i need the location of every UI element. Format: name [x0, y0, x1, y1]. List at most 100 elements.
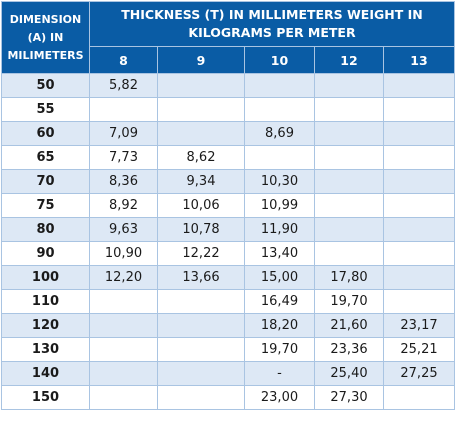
- dimension-header: DIMENSION (A) IN MILIMETERS: [1, 1, 90, 74]
- weight-cell: 10,99: [244, 193, 315, 218]
- table-body: 50 5,82 55 60 7,09 8,69 65 7,73 8,62 70 8,36 9,34 10…: [1, 73, 455, 410]
- dimension-cell: 120: [1, 313, 90, 338]
- thickness-header-row: 8 9 10 12 13: [2, 46, 455, 74]
- weight-cell: [383, 265, 455, 290]
- weight-cell: [383, 145, 455, 170]
- weight-cell: [383, 217, 455, 242]
- dimension-cell: 75: [1, 193, 90, 218]
- table-row: 55: [1, 97, 455, 122]
- weight-cell: 8,92: [89, 193, 158, 218]
- weight-cell: 23,00: [244, 385, 315, 410]
- weight-cell: [157, 313, 245, 338]
- weight-cell: 13,40: [244, 241, 315, 266]
- dimension-cell: 100: [1, 265, 90, 290]
- weight-cell: 8,36: [89, 169, 158, 194]
- weight-cell: [89, 313, 158, 338]
- dimension-cell: 130: [1, 337, 90, 362]
- weight-cell: 7,09: [89, 121, 158, 146]
- weight-cell: [157, 121, 245, 146]
- weight-cell: [157, 385, 245, 410]
- weight-cell: 27,25: [383, 361, 455, 386]
- dimension-cell: 70: [1, 169, 90, 194]
- weight-cell: 17,80: [314, 265, 384, 290]
- dimension-cell: 110: [1, 289, 90, 314]
- weight-cell: [383, 169, 455, 194]
- thickness-header: 12: [314, 46, 384, 74]
- weight-cell: [89, 385, 158, 410]
- weight-cell: 7,73: [89, 145, 158, 170]
- dimension-cell: 140: [1, 361, 90, 386]
- dimension-cell: 80: [1, 217, 90, 242]
- table-row: 60 7,09 8,69: [1, 121, 455, 146]
- table-row: 70 8,36 9,34 10,30: [1, 169, 455, 194]
- weight-cell: [244, 73, 315, 98]
- table-row: 150 23,00 27,30: [1, 385, 455, 410]
- weight-cell: 12,22: [157, 241, 245, 266]
- weight-cell: [314, 121, 384, 146]
- weight-cell: [383, 241, 455, 266]
- weight-cell: 27,30: [314, 385, 384, 410]
- table-row: 110 16,49 19,70: [1, 289, 455, 314]
- weight-cell: 21,60: [314, 313, 384, 338]
- weight-cell: [157, 97, 245, 122]
- weight-cell: [244, 145, 315, 170]
- weight-cell: 5,82: [89, 73, 158, 98]
- weight-cell: [89, 97, 158, 122]
- dimension-cell: 55: [1, 97, 90, 122]
- weight-cell: [383, 385, 455, 410]
- thickness-group-header: THICKNESS (T) IN MILLIMETERS WEIGHT IN K…: [89, 1, 455, 47]
- weight-cell: 12,20: [89, 265, 158, 290]
- weight-cell: [314, 169, 384, 194]
- weight-cell: [157, 361, 245, 386]
- weight-cell: 8,69: [244, 121, 315, 146]
- thickness-header: 13: [383, 46, 455, 74]
- weight-cell: [383, 73, 455, 98]
- weight-cell: [314, 145, 384, 170]
- weight-cell: [157, 337, 245, 362]
- weight-cell: 10,06: [157, 193, 245, 218]
- weight-cell: 10,78: [157, 217, 245, 242]
- weight-cell: [383, 289, 455, 314]
- weight-cell: 23,17: [383, 313, 455, 338]
- weight-cell: 13,66: [157, 265, 245, 290]
- weight-cell: [314, 241, 384, 266]
- weight-cell: 19,70: [314, 289, 384, 314]
- weight-cell: 18,20: [244, 313, 315, 338]
- weight-cell: [89, 337, 158, 362]
- weight-cell: 16,49: [244, 289, 315, 314]
- thickness-header: 10: [244, 46, 315, 74]
- table-row: 100 12,20 13,66 15,00 17,80: [1, 265, 455, 290]
- table-row: 75 8,92 10,06 10,99: [1, 193, 455, 218]
- weight-cell: [157, 289, 245, 314]
- table-row: 90 10,90 12,22 13,40: [1, 241, 455, 266]
- table-header-row: DIMENSION (A) IN MILIMETERS THICKNESS (T…: [1, 1, 455, 74]
- dimension-cell: 60: [1, 121, 90, 146]
- weight-cell: -: [244, 361, 315, 386]
- weight-cell: 9,34: [157, 169, 245, 194]
- dimension-cell: 65: [1, 145, 90, 170]
- weight-cell: 23,36: [314, 337, 384, 362]
- table-row: 140 -25,40 27,25: [1, 361, 455, 386]
- thickness-header: 8: [89, 46, 158, 74]
- weight-table: DIMENSION (A) IN MILIMETERS THICKNESS (T…: [1, 1, 455, 410]
- dimension-cell: 150: [1, 385, 90, 410]
- weight-cell: [383, 121, 455, 146]
- weight-cell: 9,63: [89, 217, 158, 242]
- table-row: 50 5,82: [1, 73, 455, 98]
- weight-cell: [314, 97, 384, 122]
- table-row: 130 19,70 23,36 25,21: [1, 337, 455, 362]
- weight-cell: [89, 289, 158, 314]
- weight-cell: [314, 217, 384, 242]
- thickness-header: 9: [157, 46, 245, 74]
- table-row: 80 9,63 10,78 11,90: [1, 217, 455, 242]
- table-row: 120 18,20 21,60 23,17: [1, 313, 455, 338]
- weight-cell: [89, 361, 158, 386]
- weight-cell: 25,21: [383, 337, 455, 362]
- weight-cell: 15,00: [244, 265, 315, 290]
- weight-cell: 25,40: [314, 361, 384, 386]
- weight-cell: [314, 193, 384, 218]
- weight-cell: 10,30: [244, 169, 315, 194]
- weight-cell: [383, 97, 455, 122]
- weight-cell: [157, 73, 245, 98]
- dimension-cell: 90: [1, 241, 90, 266]
